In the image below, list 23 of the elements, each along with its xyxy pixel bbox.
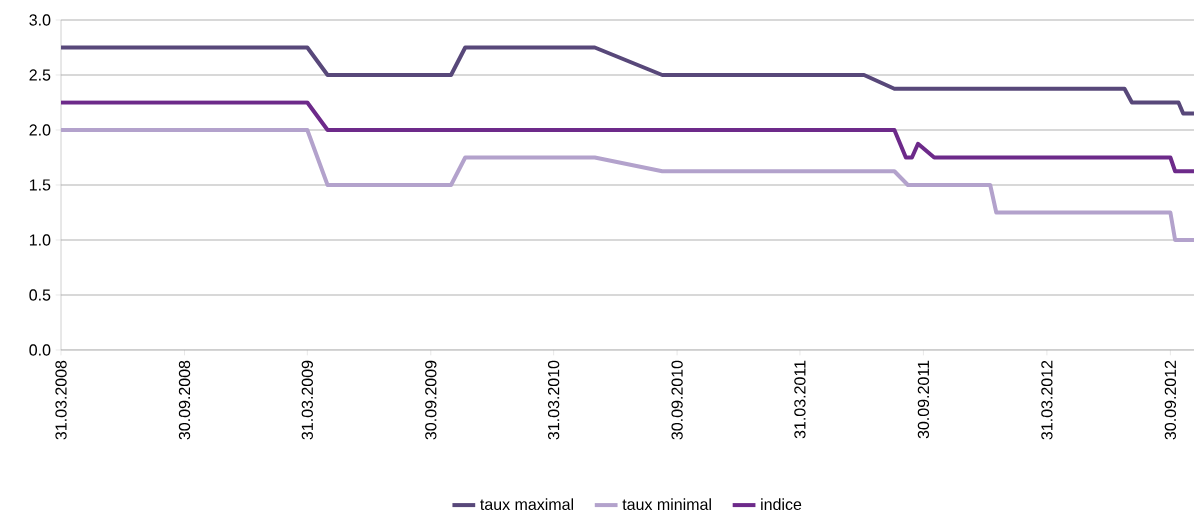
legend-label: taux minimal [622,498,711,511]
y-tick-label: 0.5 [29,289,51,301]
x-tick-label: 31.03.2011 [794,360,806,439]
x-tick-label: 30.09.2010 [671,360,683,440]
line-series [61,100,1194,174]
y-tick-label: 1.5 [29,179,51,191]
legend-label: indice [761,498,802,511]
y-tick-label: 2.5 [29,69,51,81]
legend-label: taux maximal [480,498,574,511]
line-series [61,45,1194,116]
x-tick-label: 30.09.2012 [1164,360,1177,440]
x-tick-label: 31.03.2008 [55,360,67,440]
x-tick-label: 30.09.2008 [178,360,191,440]
x-tick-label: 31.03.2009 [301,360,313,440]
y-tick-label: 2.0 [29,124,51,136]
x-tick-label: 30.09.2009 [425,360,437,440]
x-tick-label: 31.03.2010 [547,360,560,440]
line-series [61,127,1194,242]
x-tick-label: 31.03.2012 [1041,360,1053,440]
y-tick-label: 3.0 [29,14,51,26]
y-tick-label: 1.0 [29,234,51,246]
y-tick-label: 0.0 [29,344,51,356]
x-tick-label: 30.09.2011 [917,360,930,439]
